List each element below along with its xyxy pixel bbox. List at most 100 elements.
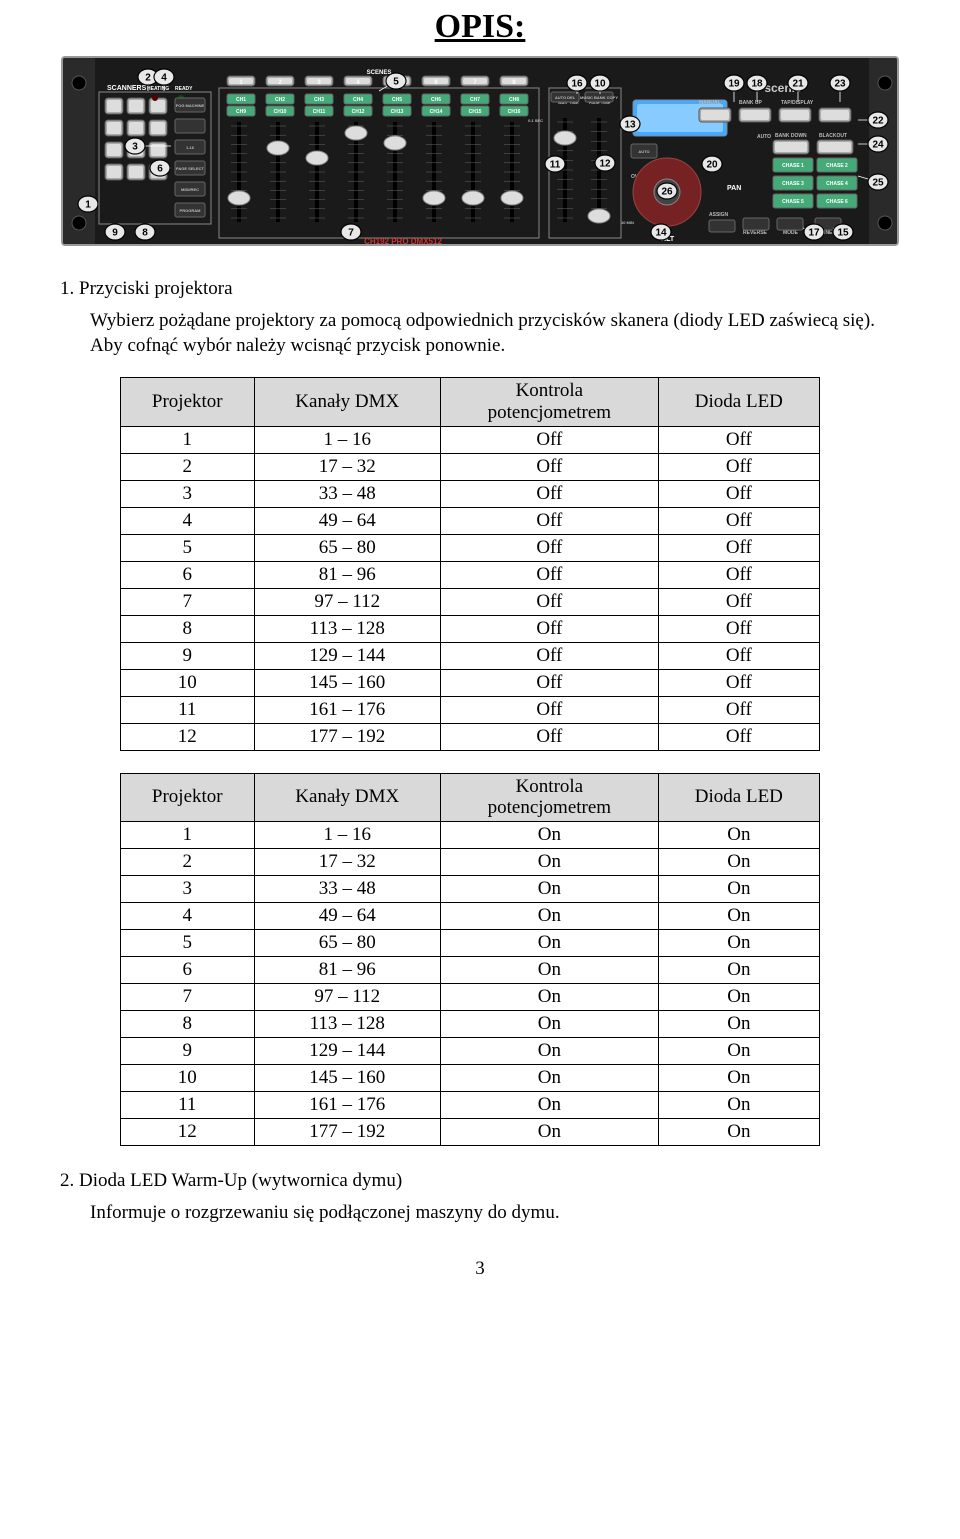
svg-text:SCENES: SCENES (367, 70, 392, 76)
table-row: 797 – 112OnOn (121, 984, 820, 1011)
svg-text:10: 10 (594, 79, 606, 90)
svg-text:4: 4 (161, 73, 167, 84)
svg-text:MODE: MODE (783, 230, 799, 236)
table-row: 11161 – 176OffOff (121, 696, 820, 723)
svg-text:22: 22 (872, 116, 884, 127)
item-head: Dioda LED Warm-Up (wytwornica dymu) (79, 1170, 402, 1191)
table-row: 12177 – 192OffOff (121, 723, 820, 750)
page-number: 3 (60, 1256, 900, 1282)
item-body: Informuje o rozgrzewaniu się podłączonej… (90, 1200, 900, 1226)
table-row: 681 – 96OffOff (121, 561, 820, 588)
svg-text:CH4: CH4 (353, 97, 363, 103)
svg-text:24: 24 (872, 140, 884, 151)
svg-text:1: 1 (85, 200, 91, 211)
svg-text:9: 9 (112, 228, 118, 239)
svg-text:CH16: CH16 (508, 109, 521, 115)
svg-text:21: 21 (792, 79, 804, 90)
svg-text:ASSIGN: ASSIGN (709, 212, 729, 218)
table-row: 333 – 48OffOff (121, 480, 820, 507)
svg-text:CHASE 1: CHASE 1 (782, 163, 804, 169)
table-row: 10145 – 160OnOn (121, 1065, 820, 1092)
svg-text:MIDI/REC: MIDI/REC (181, 187, 199, 192)
table-row: 11 – 16OffOff (121, 426, 820, 453)
table-row: 333 – 48OnOn (121, 876, 820, 903)
svg-text:CH13: CH13 (391, 109, 404, 115)
table-row: 681 – 96OnOn (121, 957, 820, 984)
svg-text:CHASE 5: CHASE 5 (782, 199, 804, 205)
table-row: 565 – 80OffOff (121, 534, 820, 561)
table-row: 217 – 32OffOff (121, 453, 820, 480)
svg-text:CH10: CH10 (274, 109, 287, 115)
svg-text:CHASE 2: CHASE 2 (826, 163, 848, 169)
svg-text:CH1: CH1 (236, 97, 246, 103)
table-on: ProjektorKanały DMXKontrolapotencjometre… (120, 773, 820, 1147)
svg-text:BANK UP: BANK UP (739, 100, 762, 106)
item-head: Przyciski projektora (79, 278, 233, 299)
svg-text:CHASE 4: CHASE 4 (826, 181, 848, 187)
svg-text:CH2: CH2 (275, 97, 285, 103)
svg-text:16: 16 (571, 79, 583, 90)
svg-text:0.1 SEC: 0.1 SEC (528, 118, 543, 123)
svg-text:SCANNERS: SCANNERS (107, 85, 147, 92)
svg-text:PROGRAM: PROGRAM (180, 208, 202, 213)
svg-text:MANUAL: MANUAL (699, 100, 721, 106)
svg-text:7: 7 (348, 228, 354, 239)
svg-text:PAGE SELECT: PAGE SELECT (176, 166, 204, 171)
svg-text:CH5: CH5 (392, 97, 402, 103)
svg-text:CHASE 6: CHASE 6 (826, 199, 848, 205)
item-1: 1. Przyciski projektora Wybierz pożądane… (60, 276, 900, 359)
svg-text:READY: READY (175, 86, 193, 92)
svg-text:CH11: CH11 (313, 109, 326, 115)
svg-text:BANK DOWN: BANK DOWN (775, 133, 807, 139)
svg-text:19: 19 (728, 79, 740, 90)
svg-text:18: 18 (751, 79, 763, 90)
table-off: ProjektorKanały DMXKontrolapotencjometre… (120, 377, 820, 751)
item-2: 2. Dioda LED Warm-Up (wytwornica dymu) I… (60, 1168, 900, 1225)
page-title: OPIS: (60, 8, 900, 46)
svg-text:CH15: CH15 (469, 109, 482, 115)
svg-text:15: 15 (837, 228, 849, 239)
item-num: 2. (60, 1170, 74, 1191)
table-row: 12177 – 192OnOn (121, 1119, 820, 1146)
table-row: 11 – 16OnOn (121, 822, 820, 849)
svg-text:1-16: 1-16 (186, 145, 195, 150)
table-row: 797 – 112OffOff (121, 588, 820, 615)
svg-text:3: 3 (132, 142, 138, 153)
svg-text:BLACKOUT: BLACKOUT (819, 133, 847, 139)
svg-text:14: 14 (655, 228, 667, 239)
svg-text:CH12: CH12 (352, 109, 365, 115)
svg-text:MUSIC BANK COPY: MUSIC BANK COPY (580, 95, 618, 100)
svg-text:CH192 PRO DMX512: CH192 PRO DMX512 (364, 237, 442, 246)
svg-text:17: 17 (808, 228, 820, 239)
table-row: 11161 – 176OnOn (121, 1092, 820, 1119)
svg-text:CH3: CH3 (314, 97, 324, 103)
svg-text:CH7: CH7 (470, 97, 480, 103)
table-row: 10145 – 160OffOff (121, 669, 820, 696)
svg-text:PAN: PAN (727, 185, 741, 192)
svg-text:CH6: CH6 (431, 97, 441, 103)
svg-text:8: 8 (142, 228, 148, 239)
svg-text:23: 23 (834, 79, 846, 90)
svg-text:13: 13 (624, 120, 636, 131)
svg-text:12: 12 (599, 159, 611, 170)
table-row: 8113 – 128OnOn (121, 1011, 820, 1038)
table-row: 8113 – 128OffOff (121, 615, 820, 642)
table-row: 449 – 64OnOn (121, 903, 820, 930)
dmx-controller-diagram: SCANNERSHEATINGREADYFOG MACHINE1-16PAGE … (61, 56, 899, 246)
svg-text:CH9: CH9 (236, 109, 246, 115)
item-num: 1. (60, 278, 74, 299)
svg-text:FOG MACHINE: FOG MACHINE (176, 103, 205, 108)
svg-text:11: 11 (550, 160, 561, 171)
table-row: 9129 – 144OffOff (121, 642, 820, 669)
svg-text:5: 5 (393, 77, 399, 88)
svg-text:TAP/DISPLAY: TAP/DISPLAY (781, 100, 814, 106)
svg-text:6: 6 (157, 164, 163, 175)
svg-text:AUTO: AUTO (638, 149, 649, 154)
svg-text:CH8: CH8 (509, 97, 519, 103)
svg-text:AUTO: AUTO (757, 134, 771, 140)
table-row: 449 – 64OffOff (121, 507, 820, 534)
table-row: 565 – 80OnOn (121, 930, 820, 957)
table-row: 9129 – 144OnOn (121, 1038, 820, 1065)
svg-text:CHASE 3: CHASE 3 (782, 181, 804, 187)
svg-text:10 MIN: 10 MIN (621, 220, 634, 225)
